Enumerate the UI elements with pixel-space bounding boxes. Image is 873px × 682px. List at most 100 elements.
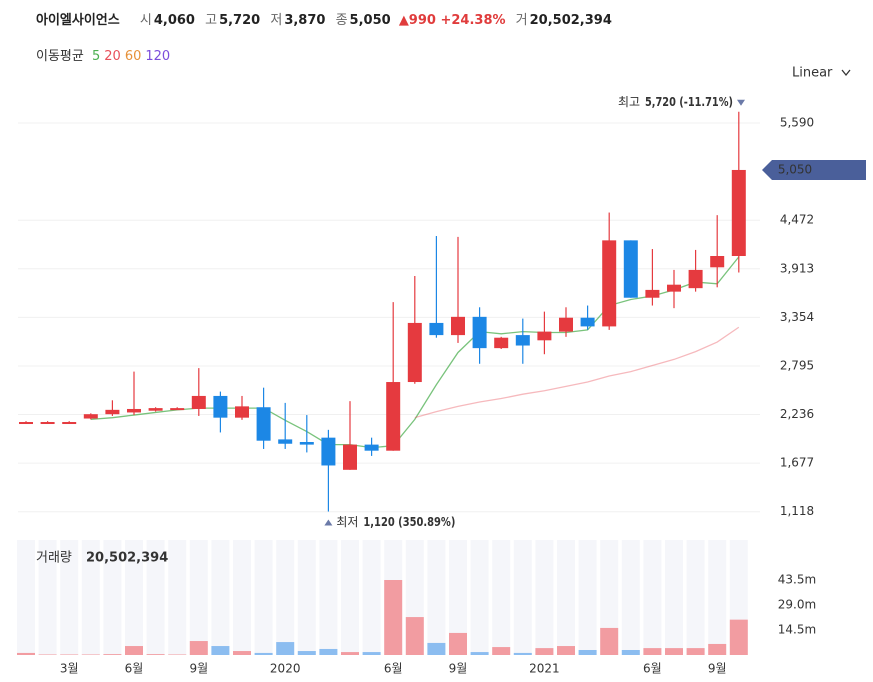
candle-body bbox=[580, 317, 595, 327]
volume-column-bg bbox=[38, 540, 57, 655]
volume-bar bbox=[103, 654, 122, 655]
candle-body bbox=[602, 240, 617, 327]
y-tick-label: 2,236 bbox=[780, 407, 814, 421]
volume-title: 거래량 bbox=[36, 551, 72, 566]
low-value: 3,870 bbox=[284, 13, 326, 28]
volume-bar bbox=[729, 619, 748, 655]
volume-tick-label: 43.5m bbox=[778, 573, 816, 587]
max-annotation-value: 5,720 (-11.71%) bbox=[645, 95, 733, 109]
volume-bar bbox=[17, 652, 35, 655]
volume-bar bbox=[427, 642, 446, 655]
candle-body bbox=[731, 169, 746, 257]
volume-column-bg bbox=[686, 540, 705, 655]
volume-bar bbox=[643, 648, 662, 655]
volume-bar bbox=[513, 652, 532, 655]
y-tick-label: 4,472 bbox=[780, 213, 814, 227]
volume-column-bg bbox=[168, 540, 187, 655]
candle-body bbox=[19, 422, 33, 425]
volume-column-bg bbox=[621, 540, 640, 655]
volume-column-bg bbox=[427, 540, 446, 655]
volume-bar bbox=[233, 651, 251, 655]
volume-bar bbox=[600, 627, 619, 655]
volume-column-bg bbox=[146, 540, 165, 655]
y-tick-label: 5,590 bbox=[780, 116, 814, 130]
candle-body bbox=[364, 444, 379, 451]
candle-body bbox=[105, 409, 120, 415]
volume-column-bg bbox=[297, 540, 316, 655]
scale-button[interactable]: Linear bbox=[792, 66, 833, 81]
volume-label: 거 bbox=[515, 13, 528, 28]
volume-tick-label: 29.0m bbox=[778, 598, 816, 612]
volume-bar bbox=[578, 650, 597, 655]
volume-bar bbox=[189, 641, 208, 655]
max-arrow bbox=[737, 99, 745, 106]
candle-body bbox=[537, 331, 552, 341]
y-tick-label: 3,354 bbox=[780, 310, 814, 324]
volume-column-bg bbox=[189, 540, 208, 655]
last-price-tag bbox=[762, 159, 866, 180]
x-tick-label: 2020 bbox=[270, 662, 301, 676]
moving-average-line bbox=[414, 326, 740, 419]
volume-bar bbox=[319, 648, 338, 655]
volume-bar bbox=[708, 643, 727, 655]
candle-body bbox=[429, 322, 444, 336]
candle-body bbox=[494, 337, 509, 349]
candle-body bbox=[40, 422, 55, 425]
min-annotation-text: 최저 bbox=[336, 515, 358, 529]
volume-column-bg bbox=[276, 540, 295, 655]
moving-average-title: 이동평균 bbox=[36, 49, 84, 64]
candle-body bbox=[170, 408, 185, 411]
x-tick-label: 6월 bbox=[125, 662, 144, 676]
volume-bar bbox=[341, 652, 359, 655]
close-value: 5,050 bbox=[349, 13, 391, 28]
volume-bar bbox=[146, 654, 165, 655]
volume-column-bg bbox=[665, 540, 683, 655]
volume-column-bg bbox=[578, 540, 597, 655]
max-annotation-text: 최고 bbox=[618, 95, 640, 109]
quote-header: 아이엘사이언스 시 4,060 고 5,720 저 3,870 종 5,050 ▲990… bbox=[36, 9, 612, 28]
volume-column-bg bbox=[233, 540, 251, 655]
volume-bar bbox=[125, 646, 143, 655]
volume-bar bbox=[557, 646, 575, 655]
y-tick-label: 2,795 bbox=[780, 358, 814, 372]
moving-average-entry: 20 bbox=[104, 49, 121, 64]
volume-bar bbox=[168, 654, 187, 655]
dropdown-chevron bbox=[841, 69, 851, 77]
low-label: 저 bbox=[270, 13, 283, 28]
candle-body bbox=[62, 422, 77, 425]
volume-column-bg bbox=[600, 540, 619, 655]
open-label: 시 bbox=[139, 13, 152, 28]
volume-column-bg bbox=[535, 540, 554, 655]
volume-bar bbox=[470, 652, 489, 655]
candle-body bbox=[386, 382, 401, 451]
volume-bar bbox=[449, 632, 467, 655]
candle-body bbox=[343, 444, 357, 470]
volume-column-bg bbox=[125, 540, 143, 655]
x-tick-label: 9월 bbox=[708, 662, 727, 676]
candle-body bbox=[407, 322, 422, 383]
volume-bar bbox=[384, 580, 403, 655]
moving-average-entry: 5 bbox=[91, 49, 101, 64]
volume-column-bg bbox=[17, 540, 35, 655]
volume-column-bg bbox=[341, 540, 359, 655]
candle-body bbox=[191, 395, 206, 409]
candle-body bbox=[623, 240, 638, 298]
volume-tick-label: 14.5m bbox=[778, 623, 816, 637]
candle-body bbox=[667, 284, 681, 292]
x-tick-label: 2021 bbox=[529, 662, 560, 676]
stock-name: 아이엘사이언스 bbox=[36, 13, 120, 28]
moving-average-legend: 이동평균 5 20 60 120 bbox=[36, 45, 170, 64]
volume-column-bg bbox=[643, 540, 662, 655]
volume-bar bbox=[254, 652, 273, 655]
volume-bar bbox=[621, 650, 640, 655]
volume-column-bg bbox=[513, 540, 532, 655]
candle-body bbox=[148, 408, 163, 411]
candle-body bbox=[515, 335, 530, 346]
volume-column-bg bbox=[81, 540, 100, 655]
moving-average-entry: 120 bbox=[145, 49, 171, 64]
y-tick-label: 1,118 bbox=[780, 504, 814, 518]
volume-bar bbox=[60, 654, 79, 655]
volume-column-bg bbox=[449, 540, 467, 655]
